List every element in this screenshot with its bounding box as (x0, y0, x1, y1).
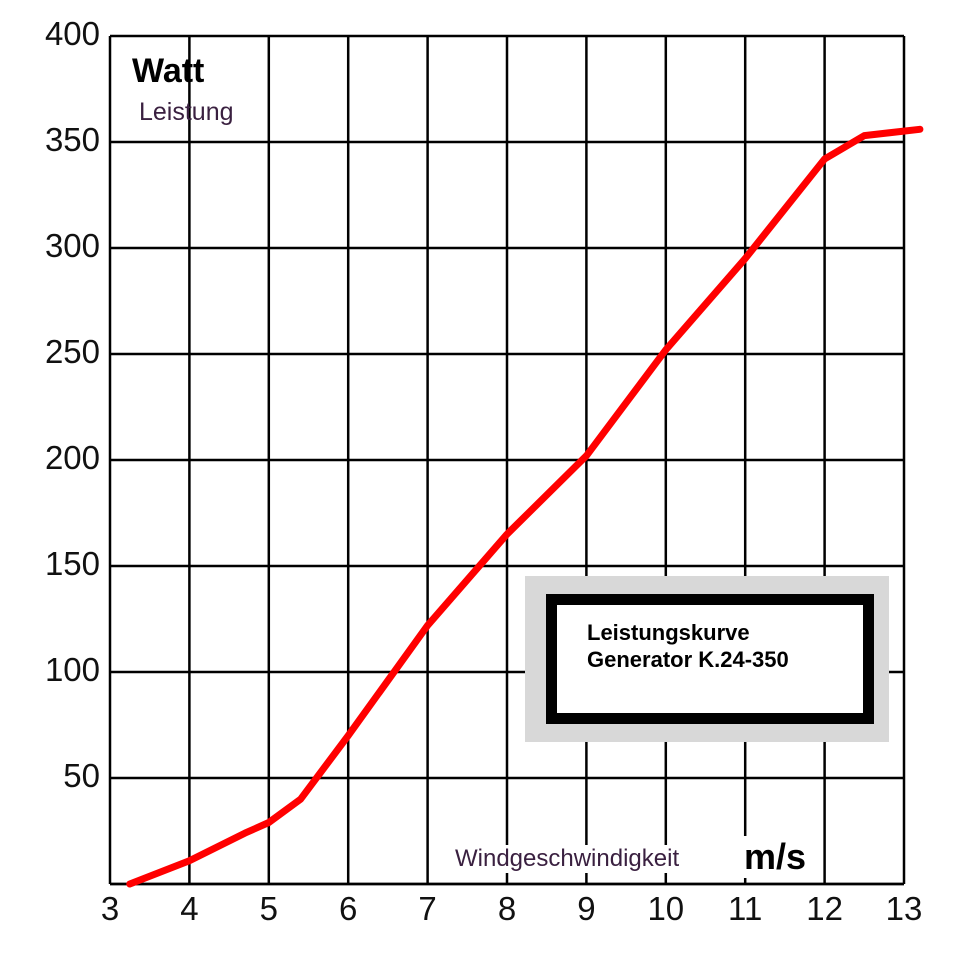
y-tick-label: 300 (44, 227, 100, 264)
legend-frame: Leistungskurve Generator K.24-350 (546, 594, 874, 724)
legend-box: Leistungskurve Generator K.24-350 (525, 576, 889, 742)
x-tick-label: 10 (647, 890, 685, 927)
y-tick-label: 350 (44, 121, 100, 158)
legend-title-line1: Leistungskurve (587, 620, 750, 645)
y-tick-label: 200 (44, 439, 100, 476)
x-tick-label: 13 (885, 890, 923, 927)
x-tick-label: 3 (100, 890, 120, 927)
x-tick-label: 6 (339, 890, 358, 927)
x-tick-label: 4 (180, 890, 199, 927)
y-tick-label: 250 (44, 333, 100, 370)
y-axis-unit-label: Watt (132, 52, 205, 90)
x-tick-label: 11 (728, 890, 763, 927)
x-tick-label: 9 (577, 890, 596, 927)
x-axis-name-label: Windgeschwindigkeit (453, 845, 682, 873)
grid-lines (108, 34, 906, 886)
legend-title-line2: Generator K.24-350 (587, 647, 789, 672)
y-axis-name-label: Leistung (139, 98, 234, 126)
power-curve-line (126, 125, 924, 888)
y-tick-label: 400 (44, 15, 100, 52)
y-tick-label: 100 (44, 651, 100, 688)
x-axis-unit-label: m/s (742, 836, 809, 878)
x-tick-label: 8 (497, 890, 517, 927)
x-tick-label: 12 (806, 890, 843, 927)
x-tick-label: 5 (259, 890, 278, 927)
y-tick-label: 150 (44, 545, 100, 582)
y-tick-label: 50 (63, 757, 100, 794)
x-tick-label: 7 (418, 890, 437, 927)
